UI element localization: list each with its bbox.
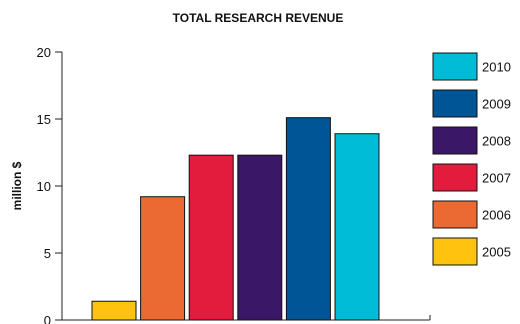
y-axis-label: million $: [10, 161, 24, 210]
legend: 2010 2009 2008 2007 2006 2005: [432, 52, 511, 266]
y-tick-label: 10: [37, 179, 51, 194]
legend-swatch-2008: [432, 126, 478, 155]
bar-2010: [334, 133, 380, 321]
legend-label-2007: 2007: [482, 171, 511, 186]
legend-label-2006: 2006: [482, 208, 511, 223]
legend-swatch-2007: [432, 163, 478, 192]
bar-2007: [188, 154, 234, 321]
bar-2006: [140, 196, 186, 321]
y-tick-label: 0: [44, 313, 51, 324]
legend-label-2005: 2005: [482, 245, 511, 260]
y-tick-label: 5: [44, 246, 51, 261]
legend-label-2009: 2009: [482, 97, 511, 112]
legend-swatch-2010: [432, 52, 478, 81]
bar-2005: [91, 300, 137, 321]
legend-swatch-2006: [432, 200, 478, 229]
legend-label-2008: 2008: [482, 134, 511, 149]
legend-swatch-2009: [432, 89, 478, 118]
chart-title: TOTAL RESEARCH REVENUE: [173, 11, 344, 25]
bars: [91, 117, 380, 321]
legend-label-2010: 2010: [482, 60, 511, 75]
bar-2008: [237, 154, 283, 321]
bar-2009: [285, 117, 331, 321]
legend-swatch-2005: [432, 237, 478, 266]
y-tick-label: 20: [37, 45, 51, 60]
y-tick-label: 15: [37, 112, 51, 127]
